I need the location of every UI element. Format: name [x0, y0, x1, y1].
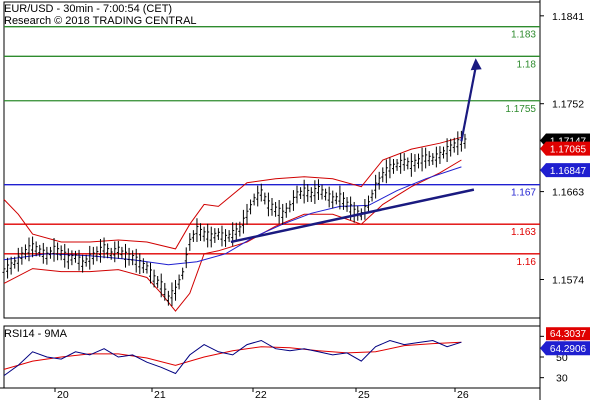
x-tick-label: 22	[255, 389, 267, 400]
bollinger-lower-line	[3, 159, 462, 312]
rsi-y-tick-label: 50	[556, 352, 568, 364]
price-tag	[540, 141, 590, 156]
y-tick-label: 1.1841	[552, 11, 584, 23]
level-label: 1.16	[517, 257, 537, 268]
level-label: 1.1755	[505, 104, 536, 115]
y-tick-label: 1.1752	[552, 99, 584, 111]
price-tag	[540, 163, 590, 178]
y-tick-label: 1.1663	[552, 187, 584, 199]
price-tag-label: 1.16847	[550, 166, 587, 177]
chart-header-line2: Research © 2018 TRADING CENTRAL	[4, 15, 197, 27]
chart-header-line1: EUR/USD - 30min - 7:00:54 (CET)	[4, 3, 172, 15]
rsi-y-tick-label: 30	[556, 373, 568, 385]
rsi-tag	[540, 341, 590, 356]
rsi-frame	[3, 325, 541, 389]
forecast-arrowhead	[470, 58, 482, 71]
x-tick-label: 21	[154, 389, 166, 400]
rsi-line	[3, 339, 462, 377]
x-tick-label: 25	[358, 389, 370, 400]
x-tick-label: 20	[57, 389, 69, 400]
rsi-ma-tag-label: 64.3037	[550, 329, 587, 340]
level-label: 1.18	[517, 59, 537, 70]
support-trendline	[230, 188, 475, 244]
x-tick-label: 26	[457, 389, 469, 400]
main-frame	[3, 1, 541, 319]
rsi-ma-line	[3, 341, 462, 370]
forecast-arrow-line	[460, 67, 477, 142]
level-label: 1.163	[511, 227, 536, 238]
bollinger-upper-line	[3, 136, 462, 250]
rsi-ma-tag	[546, 327, 590, 341]
level-label: 1.167	[511, 188, 536, 199]
price-tag-label: 1.17065	[550, 145, 587, 156]
level-label: 1.183	[511, 30, 536, 41]
y-tick-label: 1.1574	[552, 274, 584, 286]
rsi-tag-label: 64.2906	[550, 344, 587, 355]
moving-average-line	[3, 166, 462, 266]
rsi-panel-title: RSI14 - 9MA	[4, 328, 68, 340]
